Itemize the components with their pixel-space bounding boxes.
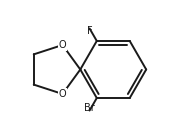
Text: O: O [59, 89, 66, 99]
Text: F: F [87, 26, 92, 36]
Text: O: O [59, 40, 66, 50]
Text: Br: Br [84, 103, 95, 113]
